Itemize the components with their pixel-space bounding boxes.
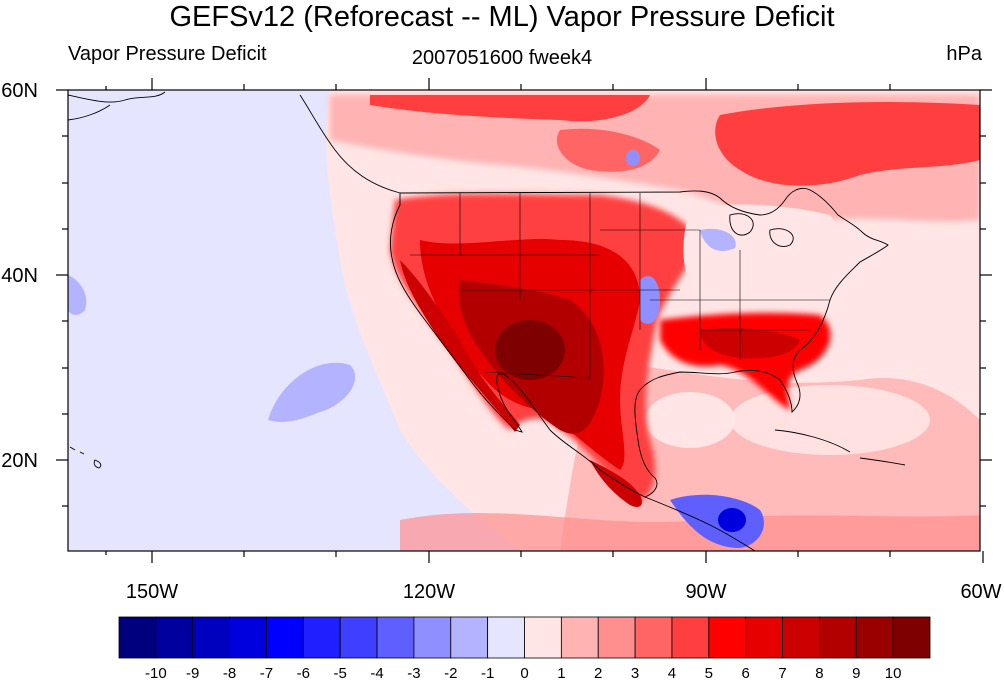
caribbean-islands (774, 429, 906, 466)
colorbar-swatch (597, 616, 636, 659)
colorbar-tick-label: -7 (259, 665, 274, 682)
blue-core (718, 508, 746, 532)
lon-label-120w: 120W (402, 581, 456, 603)
axis-ticks (56, 78, 992, 563)
colorbar-tick-label: 3 (630, 665, 640, 682)
map-panel (68, 90, 980, 551)
hudson-red (715, 102, 980, 186)
colorbar-swatch (376, 616, 415, 659)
tropical-band (400, 512, 980, 551)
units-label: hPa (946, 43, 982, 65)
colorbar-swatch (302, 616, 341, 659)
colorbar-swatch (266, 616, 304, 659)
pacific-blue-patch (268, 362, 356, 423)
colorbar-tick-label: -3 (407, 665, 421, 682)
lon-label-150w: 150W (125, 581, 179, 603)
colorbar-tick-label: -2 (444, 665, 458, 682)
canada-coast (299, 94, 401, 194)
central-america-blue (670, 494, 764, 548)
great-lakes-blue (700, 228, 736, 251)
colorbar-tick-label: 7 (778, 665, 787, 682)
hawaii (69, 446, 102, 469)
colorbar-swatch (708, 616, 747, 659)
colorbar-swatch (413, 616, 452, 659)
coastlines (68, 91, 906, 551)
colorbar-swatch (487, 616, 525, 659)
colorbar-tick-label: -5 (333, 665, 347, 682)
colorbar-tick-label: -1 (480, 665, 495, 682)
lat-label-40n: 40N (1, 265, 38, 287)
colorbar-tick-label: -4 (370, 665, 384, 682)
us-mexico-border (484, 371, 591, 379)
lat-label-20n: 20N (1, 450, 38, 472)
colorbar-swatch (560, 616, 599, 659)
colorbar-swatch (892, 616, 931, 659)
date-label: 2007051600 fweek4 (411, 47, 593, 69)
colorbar (118, 616, 931, 659)
colorbar-tick-label: -9 (186, 665, 200, 682)
colorbar-swatch (819, 616, 857, 659)
colorbar-tick-label: 0 (520, 665, 529, 682)
colorbar-swatch (671, 616, 710, 659)
variable-label: Vapor Pressure Deficit (68, 43, 267, 65)
colorbar-tick-label: 4 (667, 665, 677, 682)
colorbar-tick-label: 10 (884, 665, 902, 682)
north-america-outline (389, 187, 889, 498)
colorbar-tick-label: 8 (815, 665, 824, 682)
arctic-red (370, 95, 650, 122)
gulf-low-area (645, 392, 735, 448)
colorbar-swatch (634, 616, 673, 659)
lon-label-60w: 60W (960, 581, 1002, 603)
northeast-neutral (683, 204, 841, 299)
colorbar-tick-label: 6 (741, 665, 750, 682)
colorbar-swatch (192, 616, 230, 659)
colorbar-tick-label: 1 (557, 665, 566, 682)
colorbar-swatch (118, 616, 157, 659)
colorbar-tick-label: -10 (145, 665, 167, 682)
colorbar-swatch (782, 616, 820, 659)
lat-label-60n: 60N (1, 80, 38, 102)
max-core (495, 320, 565, 380)
colorbar-swatch (450, 616, 489, 659)
colorbar-swatch (229, 616, 267, 659)
caribbean-low-area (730, 385, 930, 455)
pacific-blue-edge (68, 275, 87, 315)
lon-label-90w: 90W (685, 581, 727, 603)
state-lines (410, 193, 830, 380)
colorbar-tick-label: 9 (852, 665, 861, 682)
small-blue-spot (626, 150, 640, 166)
central-america-coast (644, 496, 756, 551)
colorbar-swatch (745, 616, 783, 659)
colorbar-tick-label: 5 (704, 665, 713, 682)
colorbar-tick-label: -6 (296, 665, 310, 682)
alaska-coast (68, 91, 166, 121)
colorbar-swatch (339, 616, 378, 659)
colorbar-tick-label: -8 (222, 665, 237, 682)
map-title: GEFSv12 (Reforecast -- ML) Vapor Pressur… (169, 1, 835, 33)
southeast-darkred (700, 328, 800, 359)
colorbar-swatch (155, 616, 194, 659)
colorbar-tick-label: 2 (594, 665, 603, 682)
colorbar-swatch (855, 616, 894, 659)
colorbar-swatch (524, 616, 562, 659)
great-lakes (729, 213, 794, 247)
california-red (400, 260, 520, 432)
